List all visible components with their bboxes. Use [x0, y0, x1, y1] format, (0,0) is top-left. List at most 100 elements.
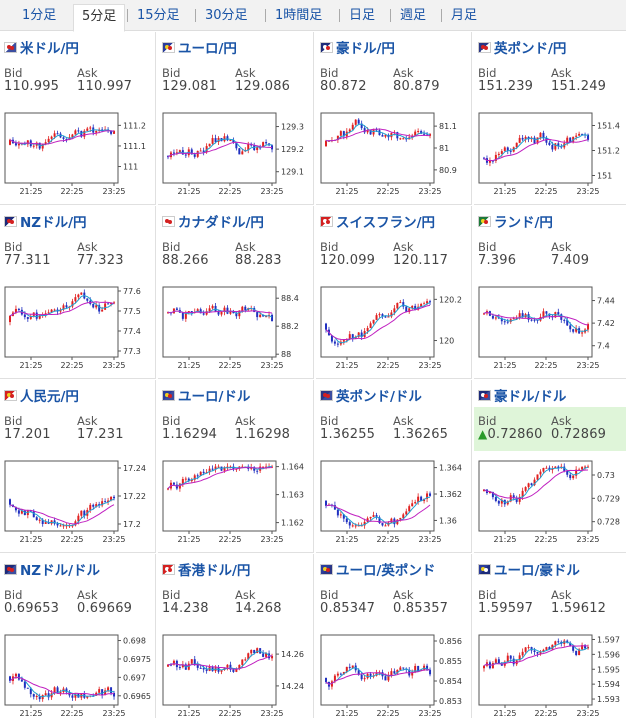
y-tick-label: 7.44 — [597, 297, 615, 306]
candle-up — [250, 649, 253, 654]
candle-down — [71, 695, 74, 698]
quote-box: Bid Ask 0.69653 0.69669 — [0, 581, 155, 625]
candle-up — [348, 334, 351, 340]
tab-separator — [195, 9, 196, 22]
tab-1[interactable]: 5分足 — [73, 4, 126, 32]
mini-chart[interactable]: 77.6 77.5 77.4 77.3 21:25 22:25 23:25 — [3, 283, 153, 375]
pair-name-link[interactable]: ユーロ/英ポンド — [320, 559, 435, 579]
price-chart-svg: 111.2 111.1 111 21:25 22:25 23:25 — [4, 112, 146, 196]
bid-label: Bid — [478, 240, 497, 254]
candle-up — [77, 515, 80, 522]
pair-name-link[interactable]: 英ポンド/円 — [478, 37, 566, 57]
mini-chart[interactable]: 7.44 7.42 7.4 21:25 22:25 23:25 — [477, 283, 626, 375]
mini-chart[interactable]: 88.4 88.2 88 21:25 22:25 23:25 — [161, 283, 311, 375]
candle-down — [35, 312, 38, 319]
pair-name-link[interactable]: ランド/円 — [478, 211, 553, 231]
mini-chart[interactable]: 151.4 151.2 151 21:25 22:25 23:25 — [477, 109, 626, 201]
mini-chart[interactable]: 17.24 17.22 17.2 21:25 22:25 23:25 — [3, 457, 153, 549]
x-tick-label: 21:25 — [493, 535, 516, 544]
x-tick-label: 22:25 — [376, 361, 399, 370]
pair-name-link[interactable]: NZドル/円 — [4, 211, 87, 231]
mini-chart[interactable]: 1.597 1.596 1.595 1.594 1.593 21:25 22:25 23:25 — [477, 631, 626, 718]
mini-chart[interactable]: 14.26 14.24 21:25 22:25 23:25 — [161, 631, 311, 718]
bid-number: 80.872 — [320, 79, 367, 94]
tab-2[interactable]: 15分足 — [137, 8, 180, 23]
mini-chart[interactable]: 111.2 111.1 111 21:25 22:25 23:25 — [3, 109, 153, 201]
ask-value: 80.879 — [393, 79, 440, 94]
x-tick-label: 22:25 — [376, 709, 399, 718]
quote-box: Bid Ask 14.238 14.268 — [158, 581, 313, 625]
quote-box: Bid Ask 151.239 151.249 — [474, 59, 626, 103]
candle-down — [575, 650, 578, 655]
mini-chart[interactable]: 1.164 1.163 1.162 21:25 22:25 23:25 — [161, 457, 311, 549]
pair-name-link[interactable]: 豪ドル/円 — [320, 37, 395, 57]
mini-chart[interactable]: 0.856 0.855 0.854 0.853 21:25 22:25 23:25 — [319, 631, 469, 718]
mini-chart[interactable]: 0.73 0.729 0.728 21:25 22:25 23:25 — [477, 457, 626, 549]
x-tick-label: 21:25 — [335, 187, 358, 196]
candle-up — [44, 142, 47, 144]
tab-4[interactable]: 1時間足 — [275, 8, 323, 23]
quote-box: Bid Ask 77.311 77.323 — [0, 233, 155, 277]
candle-up — [9, 315, 11, 323]
candle-up — [348, 129, 351, 132]
candle-up — [578, 133, 581, 136]
mini-chart[interactable]: 120.2 120 21:25 22:25 23:25 — [319, 283, 469, 375]
candle-down — [545, 311, 548, 314]
tab-7[interactable]: 月足 — [451, 8, 478, 23]
candle-up — [241, 466, 244, 468]
tab-5[interactable]: 日足 — [349, 8, 376, 23]
candle-up — [375, 315, 378, 320]
pair-name-link[interactable]: ユーロ/円 — [162, 37, 237, 57]
y-tick-label: 0.729 — [597, 494, 620, 503]
candle-up — [59, 692, 62, 694]
mini-chart[interactable]: 0.698 0.6975 0.697 0.6965 21:25 22:25 23:25 — [3, 631, 153, 718]
candle-up — [175, 152, 178, 154]
candle-down — [506, 147, 509, 151]
pair-name-link[interactable]: スイスフラン/円 — [320, 211, 435, 231]
rate-card: ユーロ/豪ドル Bid Ask 1.59597 1.59612 1.597 1.596 1.5… — [474, 554, 626, 718]
candle-up — [327, 140, 330, 142]
candle-up — [50, 136, 53, 139]
candle-down — [378, 517, 381, 524]
pair-name-link[interactable]: ユーロ/豪ドル — [478, 559, 580, 579]
candle-down — [420, 131, 423, 134]
ask-value: 17.231 — [77, 427, 124, 442]
ca-jp-flag-icon — [162, 215, 175, 227]
pair-name-link[interactable]: 人民元/円 — [4, 385, 79, 405]
pair-name-link[interactable]: ユーロ/ドル — [162, 385, 250, 405]
x-tick-label: 23:25 — [102, 187, 125, 196]
mini-chart[interactable]: 1.364 1.362 1.36 21:25 22:25 23:25 — [319, 457, 469, 549]
ask-label: Ask — [77, 588, 98, 602]
x-tick-label: 22:25 — [218, 709, 241, 718]
y-tick-label: 14.26 — [281, 650, 304, 659]
candle-up — [515, 318, 518, 320]
bid-number: 110.995 — [4, 79, 60, 94]
pair-name-link[interactable]: 米ドル/円 — [4, 37, 79, 57]
pair-name-link[interactable]: 英ポンド/ドル — [320, 385, 422, 405]
mini-chart[interactable]: 129.3 129.2 129.1 21:25 22:25 23:25 — [161, 109, 311, 201]
uk-jp-flag-icon — [478, 41, 491, 53]
tab-0[interactable]: 1分足 — [22, 8, 57, 23]
candle-up — [184, 312, 187, 319]
ask-value: 0.69669 — [77, 601, 133, 616]
x-tick-label: 23:25 — [418, 187, 441, 196]
candle-up — [494, 659, 497, 664]
pair-name-link[interactable]: カナダドル/円 — [162, 211, 264, 231]
pair-name-link[interactable]: 香港ドル/円 — [162, 559, 250, 579]
y-tick-label: 129.2 — [281, 145, 304, 154]
x-tick-label: 22:25 — [60, 535, 83, 544]
y-tick-label: 17.2 — [123, 520, 141, 529]
tab-3[interactable]: 30分足 — [205, 8, 248, 23]
pair-name-link[interactable]: 豪ドル/ドル — [478, 385, 566, 405]
candle-up — [178, 150, 181, 153]
tab-6[interactable]: 週足 — [400, 8, 427, 23]
candle-up — [50, 693, 53, 698]
bid-number: 7.396 — [478, 253, 517, 268]
y-tick-label: 151.4 — [597, 122, 620, 131]
candle-up — [369, 516, 372, 519]
candle-up — [572, 475, 575, 479]
ask-value: 14.268 — [235, 601, 282, 616]
pair-name-link[interactable]: NZドル/ドル — [4, 559, 100, 579]
long-moving-average-line — [483, 138, 589, 162]
mini-chart[interactable]: 81.1 81 80.9 21:25 22:25 23:25 — [319, 109, 469, 201]
